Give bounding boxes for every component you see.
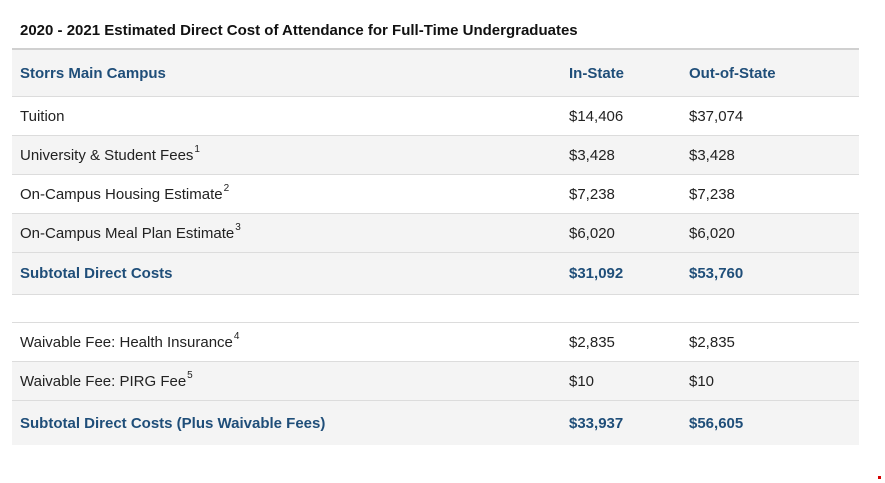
out-of-state-value: $2,835 bbox=[681, 322, 859, 362]
row-subtotal: Subtotal Direct Costs $31,092 $53,760 bbox=[12, 252, 859, 295]
row-pirg-fee: Waivable Fee: PIRG Fee5 $10 $10 bbox=[12, 361, 859, 401]
subtotal-waivable-out-of-state: $56,605 bbox=[681, 400, 859, 445]
footnote-marker: 4 bbox=[233, 330, 240, 342]
row-meal-plan-estimate: On-Campus Meal Plan Estimate3 $6,020 $6,… bbox=[12, 213, 859, 253]
row-subtotal-waivable: Subtotal Direct Costs (Plus Waivable Fee… bbox=[12, 400, 859, 445]
footnote-marker: 1 bbox=[194, 143, 200, 155]
header-out-of-state: Out-of-State bbox=[681, 50, 859, 97]
out-of-state-value: $6,020 bbox=[681, 213, 859, 253]
in-state-value: $10 bbox=[561, 361, 681, 401]
row-university-student-fees: University & Student Fees1 $3,428 $3,428 bbox=[12, 135, 859, 175]
in-state-value: $2,835 bbox=[561, 322, 681, 362]
header-campus: Storrs Main Campus bbox=[12, 50, 561, 97]
footnote-marker: 5 bbox=[187, 369, 193, 381]
header-in-state: In-State bbox=[561, 50, 681, 97]
in-state-value: $14,406 bbox=[561, 96, 681, 136]
table-header-row: Storrs Main Campus In-State Out-of-State bbox=[12, 50, 859, 97]
in-state-value: $7,238 bbox=[561, 174, 681, 214]
row-label: On-Campus Meal Plan Estimate3 bbox=[12, 213, 561, 253]
row-label: University & Student Fees1 bbox=[12, 135, 561, 175]
row-housing-estimate: On-Campus Housing Estimate2 $7,238 $7,23… bbox=[12, 174, 859, 214]
subtotal-waivable-in-state: $33,937 bbox=[561, 400, 681, 445]
footnote-marker: 2 bbox=[223, 182, 230, 194]
row-label: Waivable Fee: Health Insurance4 bbox=[12, 322, 561, 362]
row-tuition: Tuition $14,406 $37,074 bbox=[12, 96, 859, 136]
cost-table-container: 2020 - 2021 Estimated Direct Cost of Att… bbox=[12, 12, 859, 445]
out-of-state-value: $37,074 bbox=[681, 96, 859, 136]
table-caption: 2020 - 2021 Estimated Direct Cost of Att… bbox=[12, 12, 859, 50]
subtotal-in-state: $31,092 bbox=[561, 252, 681, 295]
footnote-marker: 3 bbox=[235, 221, 241, 233]
corner-dot bbox=[878, 476, 881, 479]
row-health-insurance: Waivable Fee: Health Insurance4 $2,835 $… bbox=[12, 322, 859, 362]
out-of-state-value: $3,428 bbox=[681, 135, 859, 175]
cost-table: Storrs Main Campus In-State Out-of-State… bbox=[12, 50, 859, 445]
in-state-value: $6,020 bbox=[561, 213, 681, 253]
subtotal-waivable-label: Subtotal Direct Costs (Plus Waivable Fee… bbox=[12, 400, 561, 445]
subtotal-label: Subtotal Direct Costs bbox=[12, 252, 561, 295]
subtotal-out-of-state: $53,760 bbox=[681, 252, 859, 295]
out-of-state-value: $10 bbox=[681, 361, 859, 401]
spacer-row bbox=[12, 294, 859, 323]
out-of-state-value: $7,238 bbox=[681, 174, 859, 214]
in-state-value: $3,428 bbox=[561, 135, 681, 175]
row-label: Tuition bbox=[12, 96, 561, 136]
row-label: Waivable Fee: PIRG Fee5 bbox=[12, 361, 561, 401]
row-label: On-Campus Housing Estimate2 bbox=[12, 174, 561, 214]
